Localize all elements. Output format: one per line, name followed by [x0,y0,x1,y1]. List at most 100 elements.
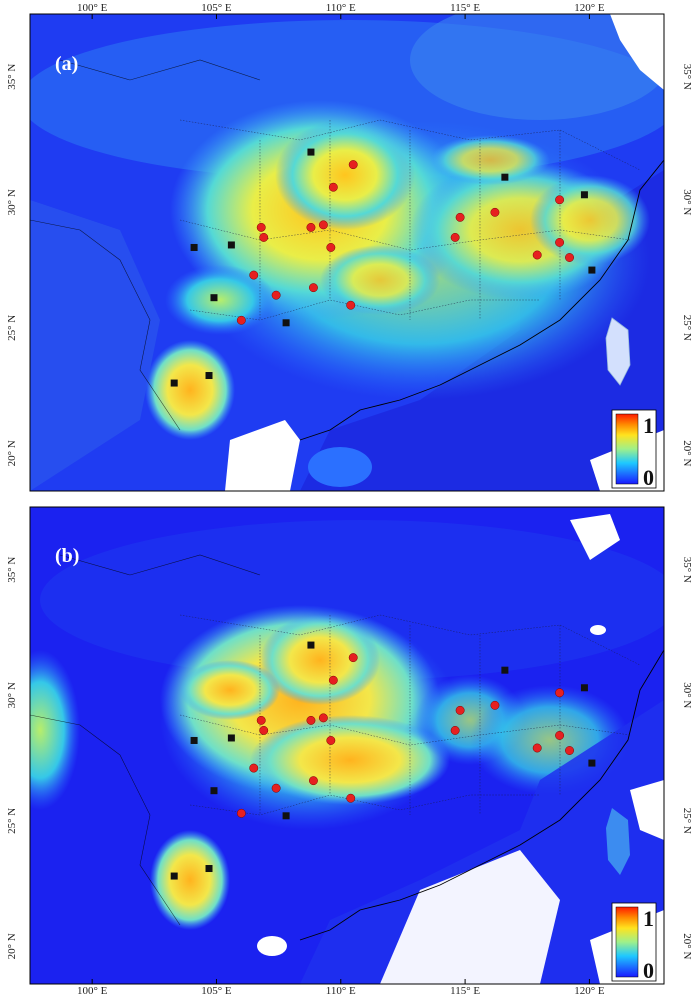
city-square [580,191,588,199]
site-dot [346,793,356,803]
panel-a-label: (a) [55,53,78,75]
panel-a: (a) 1 0 [29,13,665,492]
site-dot [555,238,565,247]
panel-b-label: (b) [55,545,79,567]
left-lat-label: 20° N [6,933,18,959]
panel-a-colorbar: 1 0 [611,409,657,490]
bottom-tick-label: 120° E [574,985,605,996]
site-dot [450,725,460,735]
site-dot [318,220,328,230]
panel-a-frame [29,13,665,492]
panel-b-colorbar-max: 1 [643,906,654,931]
city-square [501,666,509,674]
left-lat-label: 35° N [6,557,18,583]
site-dot [256,222,266,232]
site-dot [236,315,246,325]
city-square [282,319,290,327]
right-lat-label: 25° N [681,315,693,341]
site-dot [490,207,500,217]
top-tick-label: 100° E [77,2,108,14]
panel-b-colorbar-min: 0 [643,958,654,983]
city-square [307,641,315,649]
site-dot [259,725,269,735]
right-lat-label: 35° N [681,64,693,90]
panel-b-colorbar: 1 0 [611,902,657,983]
panel-b-markers [170,641,596,880]
site-dot [532,250,542,260]
top-tick-label: 115° E [450,2,480,14]
top-tick-label: 105° E [201,2,232,14]
site-dot [348,653,358,663]
city-square [307,148,315,156]
city-square [210,787,218,795]
site-dot [259,232,269,242]
site-dot [306,222,316,232]
site-dot [249,270,259,280]
right-lat-label: 20° N [681,933,693,959]
site-dot [555,731,565,740]
site-dot [271,783,281,793]
site-dot [348,160,358,170]
panel-b-frame [29,506,665,985]
city-square [580,684,588,692]
city-square [210,294,218,302]
city-square [170,872,178,880]
right-lat-label: 20° N [681,440,693,466]
city-square [170,379,178,387]
site-dot [555,688,565,698]
panel-a-colorbar-max: 1 [643,413,654,438]
top-tick-label: 110° E [326,2,356,14]
site-dot [326,736,336,745]
site-dot [271,290,281,300]
city-square [227,241,235,249]
panel-a-markers [170,148,596,387]
right-lat-label: 25° N [681,808,693,834]
site-dot [306,715,316,725]
site-dot [455,212,465,222]
site-dot [326,243,336,252]
site-dot [308,776,318,786]
site-dot [565,746,574,755]
site-dot [565,253,574,262]
left-lat-label: 25° N [6,808,18,834]
city-square [588,759,596,767]
site-dot [318,713,328,723]
bottom-tick-label: 110° E [326,985,356,996]
right-lat-label: 30° N [681,189,693,215]
left-lat-label: 25° N [6,315,18,341]
site-dot [532,743,542,753]
site-dot [346,300,356,310]
city-square [501,173,509,181]
axis-ticks: 100° E 105° E 110° E 115° E 120° E 100° E 105°… [6,2,693,996]
city-square [227,734,235,742]
site-dot [328,675,338,685]
city-square [190,736,198,744]
site-dot [455,705,465,715]
city-square [588,266,596,274]
right-lat-label: 35° N [681,557,693,583]
site-dot [256,715,266,725]
site-dot [555,195,565,205]
site-dot [450,232,460,242]
site-dot [328,182,338,192]
site-dot [308,283,318,293]
city-square [282,812,290,820]
left-lat-label: 30° N [6,682,18,708]
panel-b: (b) 1 0 [29,506,665,985]
bottom-tick-label: 115° E [450,985,480,996]
left-lat-label: 35° N [6,64,18,90]
left-lat-label: 30° N [6,189,18,215]
bottom-tick-label: 100° E [77,985,108,996]
site-dot [236,808,246,818]
right-lat-label: 30° N [681,682,693,708]
panel-a-colorbar-min: 0 [643,465,654,490]
site-dot [249,763,259,773]
left-lat-label: 20° N [6,440,18,466]
city-square [205,372,213,380]
bottom-tick-label: 105° E [201,985,232,996]
city-square [190,243,198,251]
city-square [205,865,213,873]
site-dot [490,700,500,710]
top-tick-label: 120° E [574,2,605,14]
